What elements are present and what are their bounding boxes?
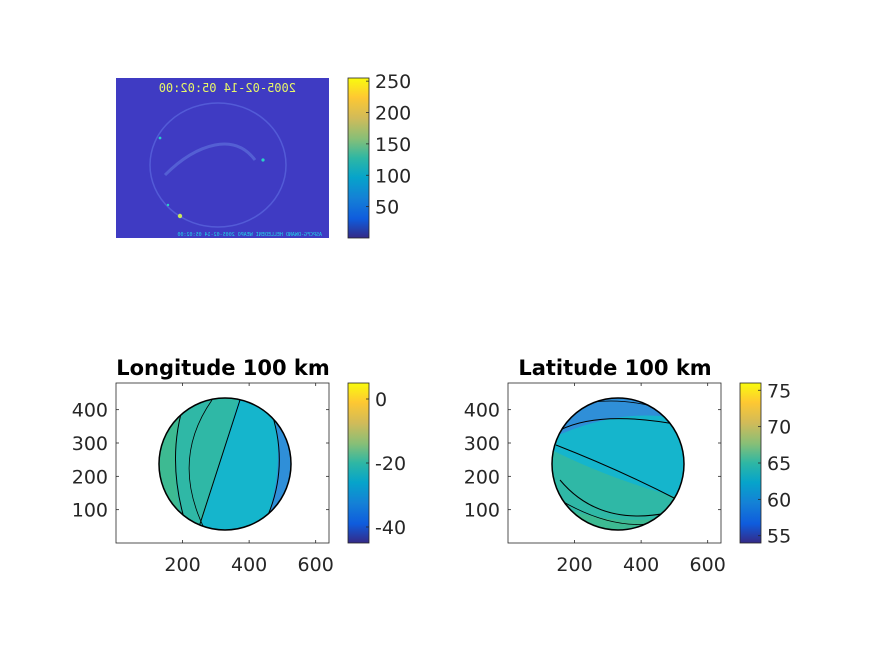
image-colorbar: 50 100 150 200 250 bbox=[347, 71, 411, 239]
colorbar-gradient bbox=[739, 382, 762, 544]
x-tick-label: 200 bbox=[556, 554, 592, 576]
colorbar-tick-label: 55 bbox=[767, 526, 791, 548]
camera-image bbox=[116, 78, 329, 238]
colorbar-tick-label: 200 bbox=[375, 103, 411, 125]
latitude-title: Latitude 100 km bbox=[518, 356, 711, 380]
colorbar-tick-label: 100 bbox=[375, 165, 411, 187]
colorbar-tick-label: 60 bbox=[767, 489, 791, 511]
colorbar-tick-label: 75 bbox=[767, 380, 791, 402]
colorbar-tick-label: -40 bbox=[375, 517, 406, 539]
y-tick-label: 100 bbox=[464, 500, 500, 522]
y-tick-label: 200 bbox=[72, 466, 108, 488]
latitude-panel: Latitude 100 km 200 400 600 100 200 300 400 bbox=[464, 356, 726, 576]
aurora-band bbox=[163, 142, 257, 177]
latitude-y-ticks: 100 200 300 400 bbox=[464, 400, 721, 522]
latitude-x-ticks: 200 400 600 bbox=[556, 383, 726, 576]
longitude-x-ticks: 200 400 600 bbox=[164, 383, 334, 576]
x-tick-label: 400 bbox=[231, 554, 267, 576]
colorbar-tick-label: 70 bbox=[767, 417, 791, 439]
longitude-y-ticks: 100 200 300 400 bbox=[72, 400, 329, 522]
colorbar-ticks: 75 70 65 60 55 bbox=[758, 380, 791, 548]
colorbar-tick-label: 65 bbox=[767, 453, 791, 475]
colorbar-tick-label: 250 bbox=[375, 71, 411, 93]
camera-image-panel: 2005-02-14 05:02:00 ASPCFG-DWAND HELLEDE… bbox=[116, 78, 329, 238]
bright-star bbox=[158, 136, 162, 140]
y-tick-label: 400 bbox=[72, 400, 108, 422]
sky-dome-ring bbox=[149, 102, 287, 228]
y-tick-label: 400 bbox=[464, 400, 500, 422]
x-tick-label: 600 bbox=[298, 554, 334, 576]
latitude-map-outline bbox=[551, 397, 685, 531]
longitude-map-outline bbox=[158, 397, 292, 531]
bright-star bbox=[166, 203, 170, 207]
colorbar-tick-label: 0 bbox=[375, 389, 387, 411]
colorbar-ticks: 0 -20 -40 bbox=[366, 389, 406, 539]
longitude-colorbar: 0 -20 -40 bbox=[347, 382, 406, 544]
latitude-colorbar: 75 70 65 60 55 bbox=[739, 380, 791, 548]
colorbar-gradient bbox=[347, 382, 370, 544]
x-tick-label: 200 bbox=[164, 554, 200, 576]
x-tick-label: 400 bbox=[623, 554, 659, 576]
colorbar-tick-label: 50 bbox=[375, 197, 399, 219]
colorbar-tick-label: 150 bbox=[375, 134, 411, 156]
image-footer-text: ASPCFG-DWAND HELLEDENI WEAPO 2005-02-14 … bbox=[178, 232, 323, 238]
y-tick-label: 300 bbox=[72, 433, 108, 455]
longitude-panel: Longitude 100 km 200 400 600 100 200 300 400 bbox=[72, 356, 334, 576]
colorbar-ticks: 50 100 150 200 250 bbox=[366, 71, 411, 219]
colorbar-tick-label: -20 bbox=[375, 453, 406, 475]
x-tick-label: 600 bbox=[690, 554, 726, 576]
longitude-title: Longitude 100 km bbox=[116, 356, 330, 380]
bright-star bbox=[177, 213, 183, 219]
y-tick-label: 300 bbox=[464, 433, 500, 455]
colorbar-gradient bbox=[347, 77, 370, 239]
y-tick-label: 100 bbox=[72, 500, 108, 522]
bright-star bbox=[261, 158, 265, 162]
image-timestamp: 2005-02-14 05:02:00 bbox=[159, 81, 296, 95]
y-tick-label: 200 bbox=[464, 466, 500, 488]
